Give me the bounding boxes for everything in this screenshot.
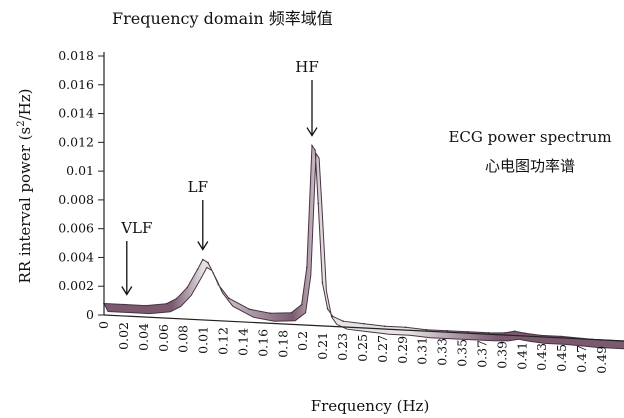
spectrum-point bbox=[124, 303, 126, 306]
x-tick-label: 0.14 bbox=[235, 328, 250, 356]
y-tick-label: 0.014 bbox=[58, 106, 94, 121]
annotation-vlf: VLF bbox=[120, 219, 152, 237]
y-axis-label-main: RR interval power (s bbox=[16, 127, 34, 284]
spectrum-point bbox=[144, 304, 147, 307]
x-tick-label: 0.43 bbox=[534, 343, 549, 371]
x-tick-label: 0.33 bbox=[435, 338, 450, 366]
x-tick-label: 0.08 bbox=[176, 325, 191, 353]
y-tick-label: 0 bbox=[86, 307, 94, 322]
spectrum-point bbox=[311, 144, 313, 147]
x-tick-label: 0.25 bbox=[355, 334, 370, 362]
x-tick-labels: 0 0.02 0.04 0.06 0.08 0.01 0.12 0.14 0.16 0.18 0.2… bbox=[96, 321, 609, 374]
spectrum-ribbon bbox=[103, 143, 624, 350]
spectrum-point bbox=[290, 312, 293, 314]
arrow-head-hf bbox=[306, 127, 318, 137]
spectrum-point bbox=[165, 302, 168, 305]
y-tick-label: 0.002 bbox=[58, 278, 94, 293]
spectrum-point bbox=[217, 283, 220, 286]
y-tick-label: 0.016 bbox=[58, 77, 94, 92]
y-tick-label: 0.004 bbox=[58, 249, 94, 264]
x-tick-label: 0.41 bbox=[514, 342, 529, 370]
inset-title-en: ECG power spectrum bbox=[448, 128, 611, 146]
band-annotations: VLF LF HF bbox=[120, 58, 319, 296]
spectrum-point bbox=[363, 322, 365, 325]
y-tick-label: 0.006 bbox=[58, 221, 94, 236]
spectrum-point bbox=[314, 149, 316, 151]
x-tick-label: 0.21 bbox=[315, 332, 330, 360]
inset-title-zh: 心电图功率谱 bbox=[485, 157, 575, 175]
y-tick-label: 0.01 bbox=[66, 163, 94, 178]
y-tick-label: 0.012 bbox=[58, 134, 94, 149]
spectrum-point bbox=[488, 332, 490, 334]
x-tick-label: 0.04 bbox=[136, 323, 151, 351]
y-tick-label: 0.008 bbox=[58, 192, 94, 207]
axes bbox=[103, 52, 624, 342]
spectrum-point bbox=[342, 320, 345, 323]
power-spectrum-band bbox=[103, 143, 624, 350]
spectrum-point bbox=[176, 297, 178, 300]
spectrum-point bbox=[332, 315, 334, 318]
x-tick-label: 0.47 bbox=[574, 345, 589, 373]
x-tick-label: 0.06 bbox=[156, 324, 171, 352]
spectrum-point bbox=[467, 331, 469, 333]
arrow-head-lf bbox=[197, 241, 209, 251]
spectrum-point bbox=[186, 286, 188, 289]
spectrum-point bbox=[524, 332, 526, 335]
x-tick-label: 0.2 bbox=[295, 331, 310, 351]
x-tick-label: 0.37 bbox=[474, 340, 489, 368]
spectrum-point bbox=[425, 328, 428, 331]
y-axis-label-end: /Hz) bbox=[16, 89, 34, 121]
x-tick-label: 0.49 bbox=[594, 346, 609, 374]
x-axis-line bbox=[103, 314, 624, 342]
x-tick-label: 0.23 bbox=[335, 333, 350, 361]
x-tick-label: 0 bbox=[96, 321, 111, 329]
y-axis-label-sup: 2 bbox=[16, 120, 27, 126]
spectrum-point bbox=[196, 268, 199, 271]
spectrum-point bbox=[269, 312, 272, 315]
spectrum-point bbox=[446, 329, 449, 332]
spectrum-point bbox=[560, 335, 563, 338]
x-tick-label: 0.01 bbox=[196, 326, 211, 354]
x-axis-label: Frequency (Hz) bbox=[311, 397, 430, 415]
spectrum-point bbox=[228, 297, 230, 300]
chart-title: Frequency domain 频率域值 bbox=[112, 9, 333, 28]
annotation-lf: LF bbox=[188, 178, 208, 196]
spectrum-point bbox=[317, 202, 320, 205]
spectrum-point bbox=[300, 303, 303, 306]
x-tick-label: 0.29 bbox=[395, 336, 410, 364]
x-tick-label: 0.12 bbox=[216, 327, 231, 355]
x-tick-label: 0.35 bbox=[455, 339, 470, 367]
x-tick-label: 0.16 bbox=[255, 329, 270, 357]
x-tick-label: 0.45 bbox=[554, 344, 569, 372]
x-tick-label: 0.27 bbox=[375, 335, 390, 363]
spectrum-point bbox=[384, 325, 386, 328]
spectrum-point bbox=[321, 282, 324, 284]
spectrum-point bbox=[306, 266, 308, 269]
y-axis-label: RR interval power (s2/Hz) bbox=[16, 89, 34, 284]
spectrum-point bbox=[503, 332, 506, 334]
y-tick-label: 0.018 bbox=[58, 48, 94, 63]
y-tick-labels: 0 0.002 0.004 0.006 0.008 0.01 0.012 0.014 0.016… bbox=[58, 48, 104, 322]
x-tick-label: 0.18 bbox=[275, 330, 290, 358]
spectrum-point bbox=[540, 334, 542, 337]
spectrum-point bbox=[212, 272, 214, 274]
spectrum-point bbox=[326, 308, 329, 310]
x-tick-label: 0.31 bbox=[415, 337, 430, 365]
spectrum-point bbox=[248, 308, 251, 311]
spectrum-point bbox=[404, 326, 407, 329]
spectrum-point bbox=[202, 258, 204, 261]
x-tick-label: 0.39 bbox=[494, 341, 509, 369]
arrow-head-vlf bbox=[121, 286, 133, 296]
annotation-hf: HF bbox=[295, 58, 319, 76]
spectrum-point bbox=[207, 261, 209, 264]
x-tick-label: 0.02 bbox=[116, 322, 131, 350]
spectrum-point bbox=[514, 330, 516, 333]
